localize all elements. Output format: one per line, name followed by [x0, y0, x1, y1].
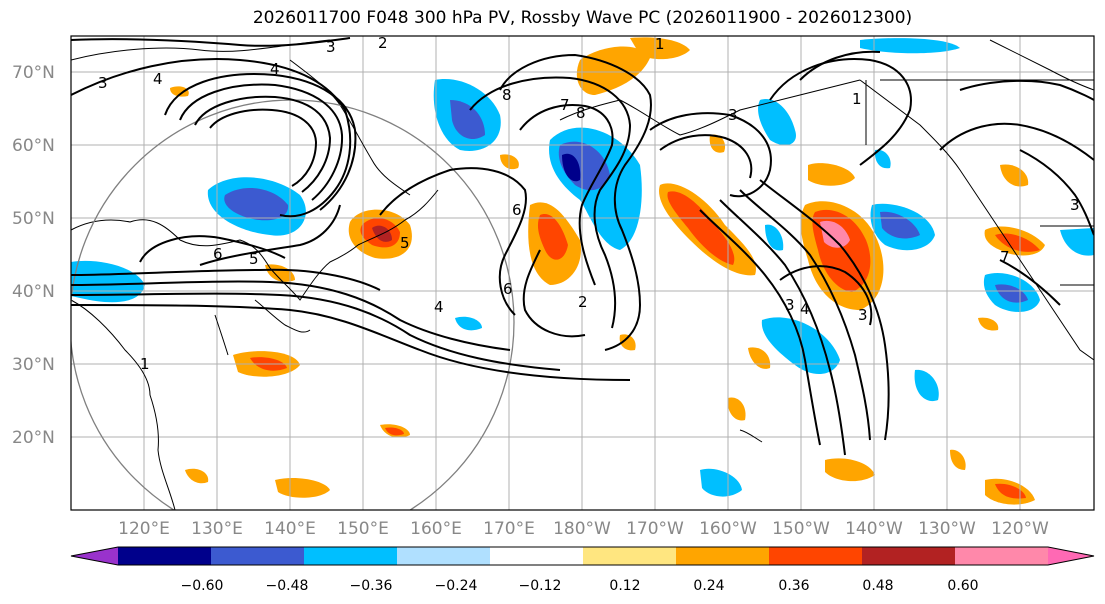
- lon-label: 150°E: [337, 519, 389, 539]
- graticule: [71, 36, 1094, 510]
- lon-label: 150°W: [772, 519, 830, 539]
- colorbar-swatch: [955, 547, 1049, 565]
- lon-label: 130°E: [191, 519, 243, 539]
- colorbar-swatch: [397, 547, 491, 565]
- contour-label: 3: [785, 296, 795, 314]
- contour-label: 7: [560, 96, 570, 114]
- colorbar-extend-left: [71, 547, 118, 565]
- colorbar-swatch: [583, 547, 677, 565]
- colorbar-swatch: [490, 547, 584, 565]
- contour-label: 5: [400, 234, 410, 252]
- longitude-labels: 120°E 130°E 140°E 150°E 160°E 170°E 180°…: [118, 519, 1049, 539]
- latitude-labels: 70°N 60°N 50°N 40°N 30°N 20°N: [12, 63, 55, 448]
- contour-label: 3: [98, 74, 108, 92]
- colorbar-tick-label: −0.48: [266, 578, 309, 594]
- map-area[interactable]: 3 4 4 3 8 7 8 5 6 5 6 4 6 2 1 3 3 4 3 1 …: [70, 34, 1094, 544]
- colorbar-tick-label: 0.60: [947, 578, 978, 594]
- contour-label: 6: [213, 245, 223, 263]
- lat-label: 20°N: [12, 428, 55, 448]
- contour-label: 8: [576, 104, 586, 122]
- contour-label: 4: [800, 300, 810, 318]
- colorbar-swatch: [211, 547, 305, 565]
- colorbar-tick-label: 0.24: [693, 578, 724, 594]
- colorbar-tick-label: −0.36: [350, 578, 393, 594]
- colorbar: [70, 546, 1095, 566]
- lon-label: 120°W: [991, 519, 1049, 539]
- colorbar-swatch: [304, 547, 398, 565]
- contour-label: 3: [728, 106, 738, 124]
- contour-label: 7: [1000, 248, 1010, 266]
- lat-label: 60°N: [12, 136, 55, 156]
- colorbar-tick-label: 0.48: [862, 578, 893, 594]
- colorbar-tick-label: 0.12: [609, 578, 640, 594]
- map-title: 2026011700 F048 300 hPa PV, Rossby Wave …: [252, 8, 913, 28]
- lon-label: 120°E: [118, 519, 170, 539]
- contour-label: 3: [858, 306, 868, 324]
- colorbar-swatch: [862, 547, 956, 565]
- contour-label: 6: [503, 280, 513, 298]
- lon-label: 140°E: [264, 519, 316, 539]
- contour-label: 6: [512, 201, 522, 219]
- lon-label: 130°W: [918, 519, 976, 539]
- contour-label: 4: [153, 70, 163, 88]
- contour-label: 2: [378, 34, 388, 52]
- contour-label: 1: [852, 90, 862, 108]
- colorbar-tick-labels: −0.60 −0.48 −0.36 −0.24 −0.12 0.12 0.24 …: [181, 578, 979, 594]
- colorbar-extend-right: [1048, 547, 1094, 565]
- lon-label: 170°E: [483, 519, 535, 539]
- lat-label: 50°N: [12, 209, 55, 229]
- lon-label: 160°E: [410, 519, 462, 539]
- colorbar-tick-label: −0.24: [435, 578, 478, 594]
- contour-label: 1: [655, 35, 665, 53]
- contour-label: 3: [1070, 196, 1080, 214]
- colorbar-swatch: [676, 547, 770, 565]
- lat-label: 70°N: [12, 63, 55, 83]
- contour-labels: 3 4 4 3 8 7 8 5 6 5 6 4 6 2 1 3 3 4 3 1 …: [98, 34, 1080, 373]
- contour-label: 4: [270, 60, 280, 78]
- colorbar-tick-label: −0.12: [519, 578, 562, 594]
- map-frame: [70, 35, 1095, 511]
- contour-label: 5: [249, 250, 259, 268]
- contour-label: 3: [326, 38, 336, 56]
- lon-label: 170°W: [626, 519, 684, 539]
- contour-label: 8: [502, 86, 512, 104]
- lat-label: 40°N: [12, 282, 55, 302]
- lat-label: 30°N: [12, 355, 55, 375]
- pv-contours: [71, 37, 1094, 456]
- colorbar-swatch: [769, 547, 863, 565]
- contour-label: 1: [140, 355, 150, 373]
- contour-label: 2: [578, 293, 588, 311]
- lon-label: 180°W: [553, 519, 611, 539]
- colorbar-tick-label: 0.36: [778, 578, 809, 594]
- contour-label: 4: [434, 298, 444, 316]
- colorbar-swatch: [118, 547, 212, 565]
- colorbar-outline: [70, 546, 1095, 566]
- lon-label: 160°W: [699, 519, 757, 539]
- colorbar-tick-label: −0.60: [181, 578, 224, 594]
- lon-label: 140°W: [845, 519, 903, 539]
